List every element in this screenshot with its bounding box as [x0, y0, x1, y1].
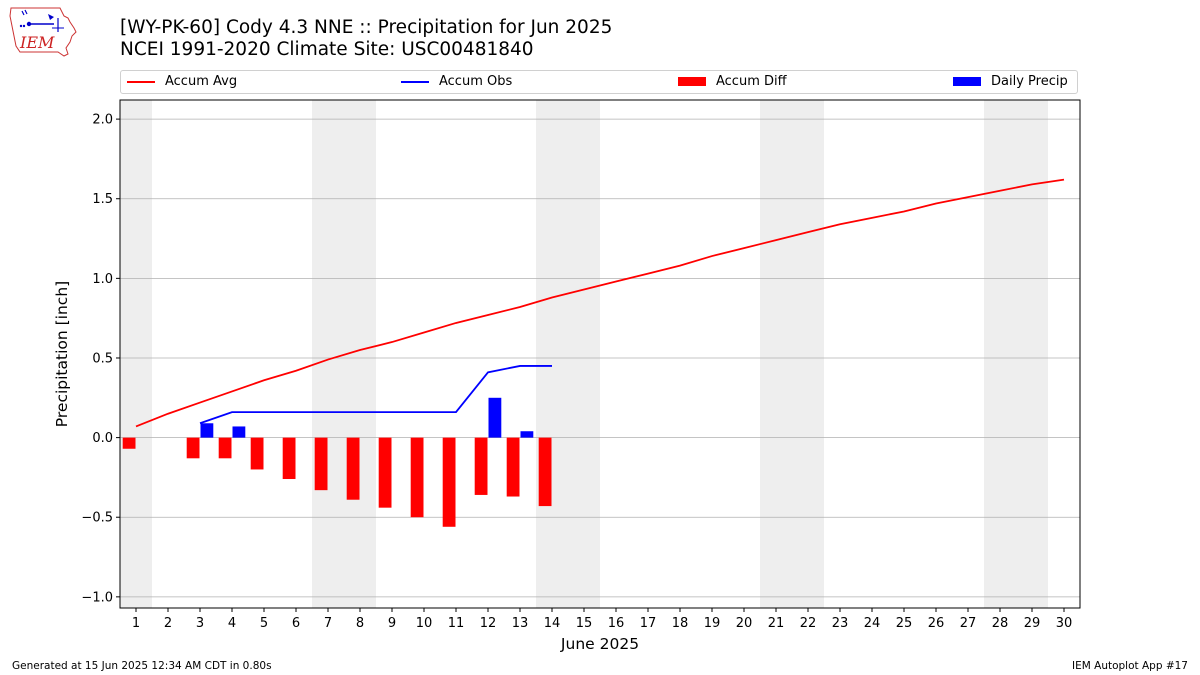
legend: Accum Avg Accum Obs Accum Diff Daily Pre…	[120, 70, 1078, 94]
x-tick-label: 15	[576, 616, 593, 631]
x-tick-label: 28	[992, 616, 1009, 631]
weather-station-icon	[19, 9, 64, 32]
x-tick-label: 25	[896, 616, 913, 631]
legend-item-daily-precip: Daily Precip	[953, 74, 1068, 89]
title-line-1: [WY-PK-60] Cody 4.3 NNE :: Precipitation…	[120, 17, 613, 38]
accum-diff-bar	[346, 437, 360, 500]
y-tick-label: 1.5	[92, 192, 113, 207]
accum-diff-bar	[538, 437, 552, 507]
footer-generated: Generated at 15 Jun 2025 12:34 AM CDT in…	[12, 660, 272, 672]
x-tick-label: 17	[640, 616, 657, 631]
accum-diff-bar	[506, 437, 520, 497]
y-tick-label: 2.0	[92, 113, 113, 128]
x-tick-label: 26	[928, 616, 945, 631]
legend-item-accum-diff: Accum Diff	[678, 74, 787, 89]
y-axis-label: Precipitation [inch]	[53, 281, 71, 427]
x-tick-label: 22	[800, 616, 817, 631]
x-tick-label: 6	[292, 616, 300, 631]
x-tick-label: 5	[260, 616, 268, 631]
x-tick-label: 4	[228, 616, 236, 631]
x-tick-label: 2	[164, 616, 172, 631]
legend-item-accum-obs: Accum Obs	[401, 74, 512, 89]
x-tick-label: 30	[1056, 616, 1073, 631]
daily-precip-bar	[232, 426, 246, 438]
x-tick-label: 11	[448, 616, 465, 631]
legend-swatch-daily-precip	[953, 77, 981, 86]
legend-label-accum-diff: Accum Diff	[716, 74, 787, 89]
x-tick-label: 16	[608, 616, 625, 631]
title-line-2: NCEI 1991-2020 Climate Site: USC00481840	[120, 39, 534, 60]
x-tick-label: 18	[672, 616, 689, 631]
daily-precip-bar	[520, 431, 534, 438]
chart-title: [WY-PK-60] Cody 4.3 NNE :: Precipitation…	[120, 17, 612, 61]
x-tick-label: 24	[864, 616, 881, 631]
weekend-band-0	[120, 100, 152, 608]
accum-diff-bar	[282, 437, 296, 480]
accum-avg-line	[135, 178, 1065, 428]
x-tick-label: 23	[832, 616, 849, 631]
legend-swatch-accum-obs	[401, 80, 429, 83]
x-tick-label: 8	[356, 616, 364, 631]
footer-app: IEM Autoplot App #17	[1072, 660, 1188, 672]
weekend-band-2	[536, 100, 600, 608]
x-tick-label: 10	[416, 616, 433, 631]
accum-diff-bar	[410, 437, 424, 518]
accum-diff-bar	[314, 437, 328, 491]
accum-obs-line	[199, 365, 552, 425]
accum-diff-bar	[442, 437, 456, 527]
y-tick-label: 0.0	[92, 431, 113, 446]
accum-diff-bar	[378, 437, 392, 508]
x-tick-label: 13	[512, 616, 529, 631]
accum-diff-bar	[474, 437, 488, 495]
logo-text: IEM	[19, 33, 55, 52]
x-tick-label: 14	[544, 616, 561, 631]
accum-diff-bar	[186, 437, 200, 459]
legend-label-daily-precip: Daily Precip	[991, 74, 1068, 89]
x-tick-label: 27	[960, 616, 977, 631]
accum-diff-bar	[218, 437, 232, 459]
y-tick-label: 1.0	[92, 272, 113, 287]
legend-label-accum-obs: Accum Obs	[439, 74, 513, 89]
x-tick-label: 7	[324, 616, 332, 631]
x-tick-label: 1	[132, 616, 140, 631]
legend-swatch-accum-diff	[678, 77, 706, 86]
x-tick-label: 29	[1024, 616, 1041, 631]
plot-frame	[119, 99, 1081, 609]
accum-diff-bar	[250, 437, 264, 470]
y-tick-label: −0.5	[81, 511, 113, 526]
x-tick-label: 20	[736, 616, 753, 631]
x-tick-label: 21	[768, 616, 785, 631]
x-tick-label: 3	[196, 616, 204, 631]
accum-diff-bar	[122, 437, 136, 449]
daily-precip-bar	[200, 423, 214, 438]
weekend-band-4	[984, 100, 1048, 608]
legend-item-accum-avg: Accum Avg	[127, 74, 237, 89]
x-tick-label: 9	[388, 616, 396, 631]
y-tick-label: 0.5	[92, 351, 113, 366]
iem-logo: IEM	[9, 7, 77, 57]
x-axis-label: June 2025	[560, 635, 639, 653]
x-tick-label: 19	[704, 616, 721, 631]
y-tick-label: −1.0	[81, 590, 113, 605]
weekend-band-3	[760, 100, 824, 608]
legend-label-accum-avg: Accum Avg	[165, 74, 238, 89]
daily-precip-bar	[488, 397, 502, 438]
legend-swatch-accum-avg	[127, 80, 155, 83]
x-tick-label: 12	[480, 616, 497, 631]
